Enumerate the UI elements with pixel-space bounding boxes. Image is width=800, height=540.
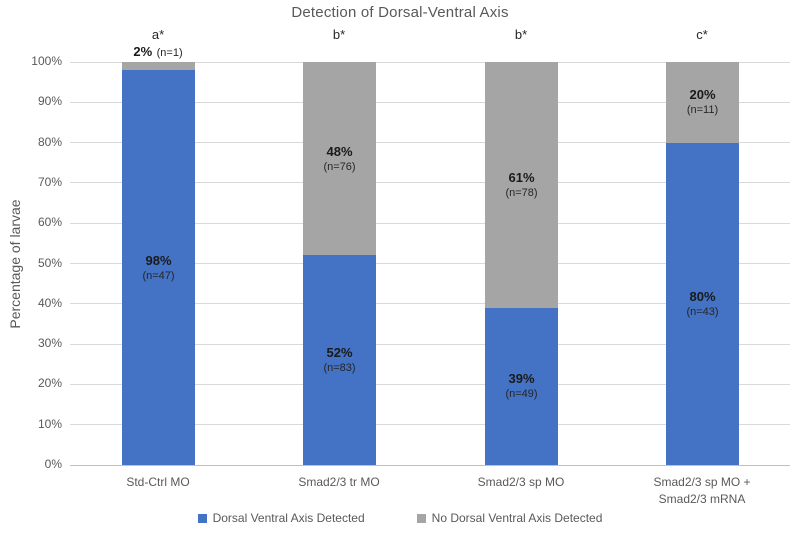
y-tick-label: 0%: [44, 457, 62, 471]
legend: Dorsal Ventral Axis Detected No Dorsal V…: [0, 511, 800, 525]
bar-group-smad23-sp-mo: 61% (n=78) 39% (n=49): [485, 62, 558, 465]
bar-segment-no-axis-detected: [122, 62, 195, 71]
plot-area: 98% (n=47) 48% (n=76) 52% (n=83): [70, 61, 790, 466]
sample-size-value: (n=78): [505, 186, 538, 199]
blue-square-swatch-icon: [197, 513, 207, 523]
y-tick-label: 60%: [37, 215, 62, 230]
gridline: [70, 101, 790, 103]
legend-item-no-axis-detected: No Dorsal Ventral Axis Detected: [416, 511, 603, 525]
segment-data-label: 61% (n=78): [485, 169, 558, 201]
y-tick-label: 50%: [37, 255, 62, 270]
segment-data-label: 39% (n=49): [485, 370, 558, 402]
legend-item-axis-detected: Dorsal Ventral Axis Detected: [197, 511, 365, 525]
bar-group-smad23-tr-mo: 48% (n=76) 52% (n=83): [303, 62, 376, 465]
segment-data-label: 20% (n=11): [666, 86, 739, 118]
bar-group-smad23-sp-mo-plus-mrna: 20% (n=11) 80% (n=43): [666, 62, 739, 465]
y-tick-label: 100%: [31, 54, 62, 68]
gridline: [70, 61, 790, 63]
x-axis-category-label: Std-Ctrl MO: [126, 475, 190, 489]
sample-size-value: (n=47): [142, 269, 175, 282]
percentage-value: 48%: [326, 143, 353, 159]
significance-label: a*: [151, 27, 165, 42]
bar-segment-axis-detected: 98% (n=47): [122, 70, 195, 465]
x-axis-category-label: Smad2/3 sp MO: [477, 475, 565, 489]
sample-size-value: (n=49): [505, 388, 538, 401]
x-axis-category-label: Smad2/3 tr MO: [298, 475, 380, 489]
gridline: [70, 383, 790, 385]
sample-size-value: (n=11): [686, 104, 719, 117]
bar-segment-no-axis-detected: 20% (n=11): [666, 62, 739, 143]
percentage-value: 98%: [145, 252, 172, 268]
gridline: [70, 263, 790, 264]
bar-segment-axis-detected: 52% (n=83): [303, 255, 376, 465]
bar-segment-no-axis-detected: 48% (n=76): [303, 62, 376, 256]
sample-size-value: (n=83): [323, 362, 356, 375]
y-tick-label: 80%: [37, 134, 62, 149]
segment-data-label: 98% (n=47): [122, 252, 195, 284]
gridline: [70, 142, 790, 144]
sample-size-value: (n=76): [323, 160, 356, 173]
percentage-value: 20%: [689, 87, 716, 103]
bar-segment-axis-detected: 80% (n=43): [666, 142, 739, 465]
sample-size-value: (n=1): [156, 47, 183, 59]
percentage-value: 39%: [508, 371, 535, 387]
y-tick-label: 30%: [37, 336, 62, 351]
legend-label: Dorsal Ventral Axis Detected: [212, 511, 365, 525]
percentage-value: 2%: [133, 44, 153, 59]
percentage-value: 80%: [689, 288, 716, 304]
x-axis-category-label: Smad2/3 sp MO + Smad2/3 mRNA: [653, 475, 751, 507]
percentage-value: 52%: [326, 345, 353, 361]
bar-segment-no-axis-detected: 61% (n=78): [485, 62, 558, 308]
segment-data-label: 48% (n=76): [303, 143, 376, 175]
outside-segment-data-label: 2% (n=1): [78, 43, 238, 61]
bar-group-std-ctrl-mo: 98% (n=47): [122, 62, 195, 465]
sample-size-value: (n=43): [686, 305, 719, 318]
segment-data-label: 80% (n=43): [666, 288, 739, 320]
bar-segment-axis-detected: 39% (n=49): [485, 307, 558, 465]
y-tick-label: 70%: [37, 174, 62, 189]
gridline: [70, 343, 790, 345]
chart-title: Detection of Dorsal-Ventral Axis: [291, 4, 509, 21]
y-tick-label: 40%: [37, 295, 62, 310]
significance-label: b*: [514, 27, 528, 42]
x-axis-line: [70, 464, 790, 466]
gridline: [70, 222, 790, 224]
y-tick-label: 90%: [37, 94, 62, 109]
segment-data-label: 52% (n=83): [303, 344, 376, 376]
gridline: [70, 424, 790, 426]
gray-square-swatch-icon: [416, 513, 426, 523]
gridline: [70, 182, 790, 184]
y-tick-label: 10%: [37, 416, 62, 431]
significance-label: c*: [696, 27, 708, 42]
legend-label: No Dorsal Ventral Axis Detected: [431, 511, 603, 525]
percentage-value: 61%: [508, 169, 535, 185]
significance-label: b*: [332, 27, 346, 42]
y-tick-label: 20%: [37, 376, 62, 391]
gridline: [70, 303, 790, 305]
